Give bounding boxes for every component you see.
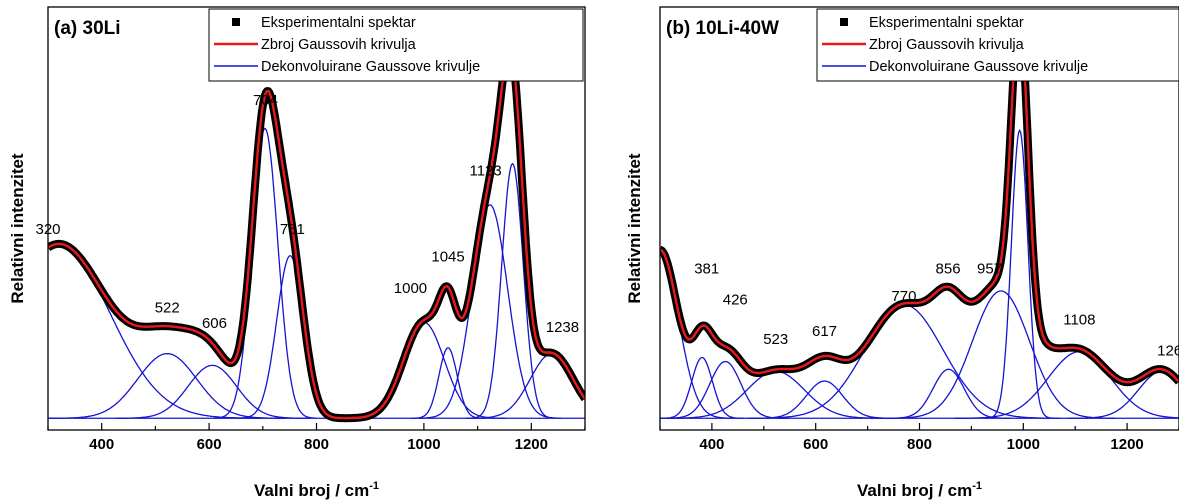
- peak-label-522: 522: [155, 300, 180, 317]
- x-tick-label: 1000: [1007, 436, 1040, 453]
- x-tick-label: 800: [907, 436, 932, 453]
- gaussian-component-751: [236, 254, 344, 419]
- peak-label-320: 320: [35, 221, 60, 238]
- y-axis-title: Relativni intenzitet: [625, 153, 644, 304]
- gaussian-component-300: [660, 249, 733, 419]
- gaussian-component-1045: [411, 347, 485, 419]
- legend-entry: Eksperimentalni spektar: [869, 15, 1024, 31]
- peak-label-381: 381: [694, 260, 719, 277]
- plot-area: [48, 44, 585, 423]
- gaussian-component-704: [213, 127, 317, 419]
- x-tick-label: 600: [803, 436, 828, 453]
- x-tick-label: 600: [197, 436, 222, 453]
- peak-label-523: 523: [763, 331, 788, 348]
- legend: Eksperimentalni spektar Zbroj Gaussovih k…: [208, 8, 584, 82]
- peak-label-1238: 1238: [546, 319, 579, 336]
- legend-entry: Eksperimentalni spektar: [261, 15, 416, 31]
- peak-label-770: 770: [891, 288, 916, 305]
- peak-label-751: 751: [280, 221, 305, 238]
- x-tick-label: 800: [304, 436, 329, 453]
- plot-area: [660, 11, 1179, 419]
- x-tick-label: 1200: [515, 436, 548, 453]
- peak-label-606: 606: [202, 315, 227, 332]
- gaussian-sum-curve: [48, 46, 585, 420]
- peak-label-957: 957: [977, 260, 1002, 277]
- gaussian-component-381: [660, 356, 744, 419]
- gaussian-sum-curve: [660, 12, 1179, 384]
- gaussian-component-617: [751, 380, 898, 419]
- gaussian-component-770: [748, 304, 1060, 419]
- gaussian-component-1238: [465, 352, 585, 419]
- gaussian-component-1000: [342, 321, 506, 419]
- peak-label-1045: 1045: [431, 249, 464, 266]
- x-tick-label: 400: [699, 436, 724, 453]
- gaussian-component-957: [886, 290, 1116, 419]
- x-tick-label: 1200: [1110, 436, 1143, 453]
- x-tick-label: 400: [89, 436, 114, 453]
- legend: Eksperimentalni spektar Zbroj Gaussovih k…: [816, 8, 1179, 82]
- legend-marker-experimental: [840, 18, 848, 26]
- gaussian-component-1123: [419, 204, 561, 419]
- legend-entry: Zbroj Gaussovih krivulja: [261, 37, 417, 53]
- gaussian-component-426: [663, 360, 788, 419]
- legend-marker-experimental: [232, 18, 240, 26]
- peak-label-426: 426: [723, 292, 748, 309]
- peak-label-617: 617: [812, 323, 837, 340]
- peak-label-704: 704: [253, 92, 278, 109]
- peak-label-1000: 1000: [394, 280, 427, 297]
- gaussian-component-522: [49, 352, 286, 419]
- peak-label-1108: 1108: [1063, 311, 1095, 328]
- chart-panel-b: 400 600 800 1000 1200 Valni broj / cm-1 Relati…: [625, 6, 1179, 500]
- x-axis-title: Valni broj / cm-1: [857, 480, 982, 500]
- gaussian-component-1165: [469, 162, 556, 419]
- legend-entry: Dekonvoluirane Gaussove krivulje: [261, 59, 480, 75]
- gaussian-component-606: [115, 364, 309, 419]
- y-axis-title: Relativni intenzitet: [8, 153, 27, 304]
- legend-box: [816, 8, 1179, 82]
- chart-panel-a: 400 600 800 1000 1200 Valni broj / cm-1 Relati…: [8, 6, 586, 500]
- legend-entry: Zbroj Gaussovih krivulja: [869, 37, 1025, 53]
- x-axis-title: Valni broj / cm-1: [254, 480, 379, 500]
- gaussian-component-993: [986, 128, 1053, 419]
- peak-label-1123: 1123: [470, 162, 502, 179]
- panel-title: (a) 30Li: [54, 18, 121, 39]
- legend-box: [208, 8, 584, 82]
- legend-entry: Dekonvoluirane Gaussove krivulje: [869, 59, 1088, 75]
- panel-title: (b) 10Li-40W: [666, 18, 779, 39]
- peak-label-1267: 1267: [1157, 343, 1179, 360]
- x-tick-label: 1000: [407, 436, 440, 453]
- peak-label-856: 856: [936, 260, 961, 277]
